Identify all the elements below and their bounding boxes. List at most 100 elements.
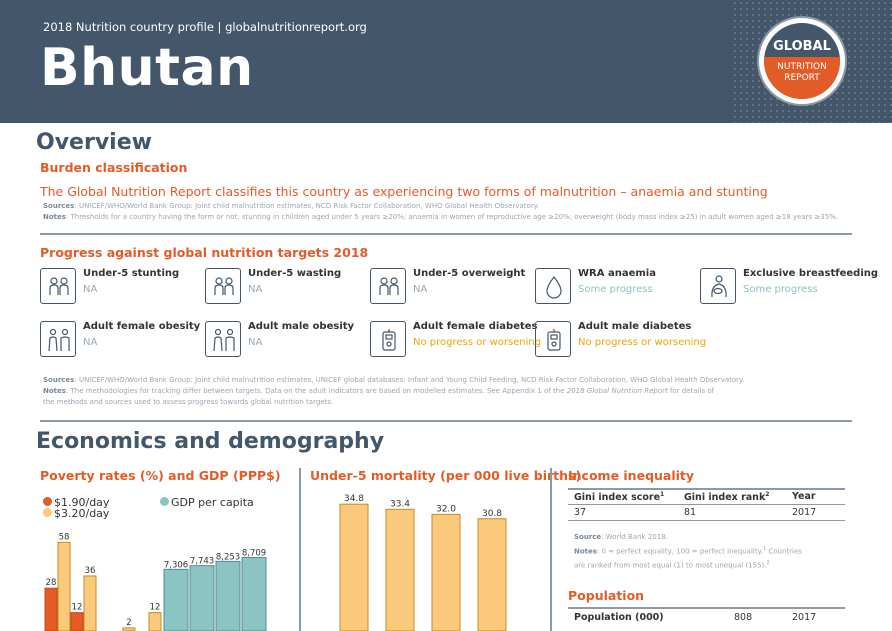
target-status: NA	[248, 284, 263, 295]
burden-sources: Sources: UNICEF/WHO/World Bank Group: Jo…	[43, 202, 839, 221]
label-320: 36	[85, 566, 96, 576]
adults-icon	[205, 321, 241, 357]
target-label: Adult male diabetes	[578, 321, 692, 332]
target-label: Adult male obesity	[248, 321, 355, 332]
country-title: Bhutan	[40, 38, 254, 98]
mortality-bar	[385, 508, 415, 631]
glucose-meter-icon	[535, 321, 571, 357]
label-gdp: 8,709	[242, 549, 266, 559]
bar-gdp	[241, 557, 267, 631]
blood-drop-icon	[535, 268, 571, 304]
section-divider	[40, 233, 852, 235]
population-table: Population (000) 808 2017	[568, 607, 845, 631]
gini-score-header: Gini index score1	[574, 491, 665, 504]
global-nutrition-report-logo: GLOBAL NUTRITION REPORT	[757, 16, 847, 106]
report-subtitle: 2018 Nutrition country profile | globaln…	[43, 20, 367, 34]
progress-heading: Progress against global nutrition target…	[40, 245, 369, 260]
bar-320	[57, 541, 71, 631]
inequality-heading: Income inequality	[568, 468, 695, 483]
label-190: 12	[72, 603, 83, 613]
inequality-sources: Source: World Bank 2018. Notes: 0 = perf…	[574, 533, 802, 570]
population-value: 808	[734, 612, 753, 623]
children-icon	[40, 268, 76, 304]
section-divider	[40, 420, 852, 422]
bar-190	[70, 612, 84, 631]
target-under-5-overweight: Under-5 overweight NA	[370, 268, 530, 306]
mortality-bar	[477, 518, 507, 631]
column-divider	[299, 468, 301, 631]
bar-320	[83, 575, 97, 631]
gini-year-value: 2017	[792, 507, 817, 518]
target-status: NA	[248, 337, 263, 348]
children-icon	[205, 268, 241, 304]
target-adult-female-obesity: Adult female obesity NA	[40, 321, 200, 359]
bar-gdp	[189, 565, 215, 631]
column-divider	[550, 468, 552, 631]
target-under-5-stunting: Under-5 stunting NA	[40, 268, 200, 306]
bar-320	[122, 627, 136, 631]
target-status: Some progress	[743, 284, 818, 295]
target-label: Under-5 wasting	[248, 268, 342, 279]
population-year: 2017	[792, 612, 817, 623]
bar-320	[148, 612, 162, 631]
population-heading: Population	[568, 588, 645, 603]
mortality-label: 32.0	[436, 504, 456, 514]
mortality-label: 30.8	[482, 509, 502, 519]
overview-title: Overview	[36, 130, 152, 155]
adults-icon	[40, 321, 76, 357]
target-label: Under-5 overweight	[413, 268, 526, 279]
legend-190: $1.90/day	[43, 496, 109, 509]
target-label: WRA anaemia	[578, 268, 656, 279]
target-adult-male-diabetes: Adult male diabetes No progress or worsen…	[535, 321, 706, 359]
legend-gdp: GDP per capita	[160, 496, 254, 509]
label-gdp: 7,306	[164, 560, 188, 570]
under5-mortality-chart: 34.8 33.4 32.0 30.8	[339, 494, 507, 631]
header-banner: 2018 Nutrition country profile | globaln…	[0, 0, 892, 123]
label-gdp: 7,743	[190, 557, 214, 567]
gini-rank-header: Gini index rank2	[684, 491, 770, 504]
label-190: 28	[46, 578, 57, 588]
mortality-heading: Under-5 mortality (per 000 live births)	[310, 468, 582, 483]
mortality-label: 33.4	[390, 499, 410, 509]
gini-rank-value: 81	[684, 507, 697, 518]
inequality-table: Gini index score1 Gini index rank2 Year …	[568, 488, 845, 522]
burden-text: The Global Nutrition Report classifies t…	[40, 184, 768, 199]
children-icon	[370, 268, 406, 304]
target-label: Adult female diabetes	[413, 321, 538, 332]
target-status: No progress or worsening	[578, 337, 707, 348]
target-status: NA	[413, 284, 428, 295]
year-header: Year	[792, 491, 816, 502]
label-320: 2	[126, 618, 131, 628]
mortality-bar	[431, 513, 461, 631]
target-label: Exclusive breastfeeding	[743, 268, 879, 279]
progress-sources: Sources: UNICEF/WHO/World Bank Group: Jo…	[43, 376, 745, 406]
bar-gdp	[163, 568, 189, 631]
target-label: Under-5 stunting	[83, 268, 180, 279]
mortality-label: 34.8	[344, 494, 364, 504]
label-320: 12	[150, 603, 161, 613]
target-status: NA	[83, 284, 98, 295]
burden-heading: Burden classification	[40, 160, 188, 175]
gini-score-value: 37	[574, 507, 587, 518]
target-under-5-wasting: Under-5 wasting NA	[205, 268, 365, 306]
bar-gdp	[215, 560, 241, 631]
target-status: No progress or worsening	[413, 337, 542, 348]
target-adult-male-obesity: Adult male obesity NA	[205, 321, 365, 359]
breastfeeding-icon	[700, 268, 736, 304]
target-adult-female-diabetes: Adult female diabetes No progress or wors…	[370, 321, 541, 359]
label-320: 58	[59, 532, 70, 542]
population-label: Population (000)	[574, 612, 664, 623]
target-label: Adult female obesity	[83, 321, 201, 332]
poverty-gdp-chart: 28 58 12 36 2 12 7,306 7,743 8,253 8,709	[44, 532, 267, 631]
economics-title: Economics and demography	[36, 429, 385, 454]
label-gdp: 8,253	[216, 552, 240, 562]
bar-190	[44, 587, 58, 631]
target-status: Some progress	[578, 284, 653, 295]
mortality-bar	[339, 503, 369, 631]
glucose-meter-icon	[370, 321, 406, 357]
target-exclusive-breastfeeding: Exclusive breastfeeding Some progress	[700, 268, 878, 306]
target-status: NA	[83, 337, 98, 348]
target-wra-anaemia: WRA anaemia Some progress	[535, 268, 695, 306]
legend-320: $3.20/day	[43, 507, 109, 520]
poverty-heading: Poverty rates (%) and GDP (PPP$)	[40, 468, 281, 483]
